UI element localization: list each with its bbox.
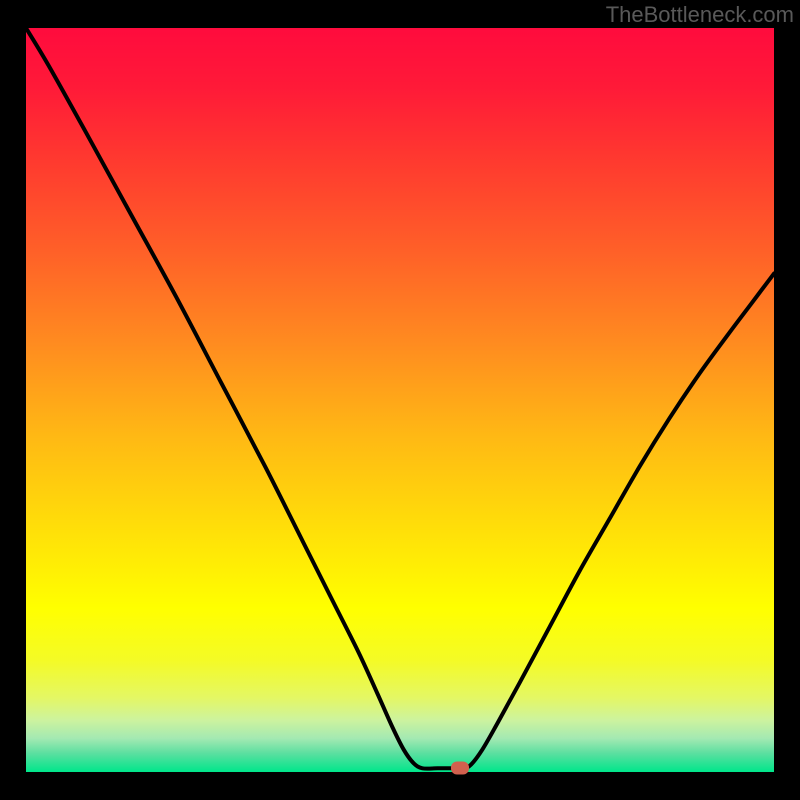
chart-container: TheBottleneck.com [0,0,800,800]
plot-area [26,28,774,772]
optimal-point-marker [451,762,469,775]
bottleneck-curve [26,28,774,772]
watermark-text: TheBottleneck.com [606,2,794,28]
